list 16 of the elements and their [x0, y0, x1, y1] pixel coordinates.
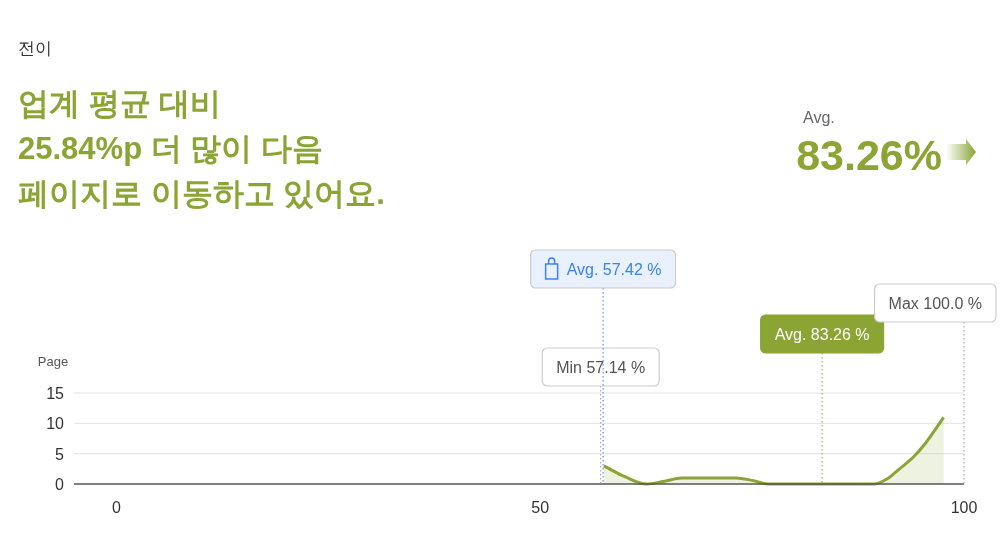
text: Avg.: [803, 109, 835, 126]
text: 83.26%: [796, 131, 942, 179]
y-tick-label: 0: [55, 476, 65, 493]
y-tick-label: 15: [46, 385, 65, 402]
y-axis-title: Page: [37, 354, 69, 369]
chart-subtitle: 업계 평균 대비 25.84%p 더 많이 다음 페이지로 이동하고 있어요.: [18, 86, 385, 211]
ref-line-label: Avg. 83.26 %: [774, 326, 870, 343]
ref-line-label: Min 57.14 %: [556, 359, 646, 376]
ref-line-label: Max 100.0 %: [888, 295, 982, 312]
x-tick-label: 100: [950, 499, 978, 516]
x-tick-label: 50: [531, 499, 550, 516]
y-tick-label: 10: [46, 415, 65, 433]
ref-line-label: Avg. 57.42 %: [566, 261, 662, 278]
chart-title: 전이: [18, 39, 52, 58]
y-tick-label: 5: [55, 445, 65, 463]
x-tick-label: 0: [111, 499, 121, 516]
